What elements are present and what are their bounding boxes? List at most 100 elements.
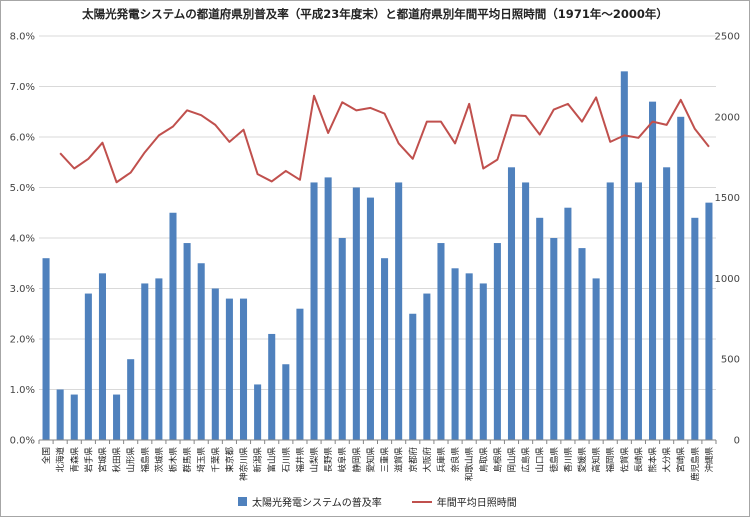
category-label: 群馬県 (182, 447, 193, 473)
bar (56, 389, 64, 440)
category-label: 高知県 (591, 447, 602, 473)
category-label: 福井県 (295, 447, 306, 473)
left-axis-tick-label: 3.0% (10, 284, 35, 295)
category-label: 青森県 (69, 447, 80, 473)
legend-item-line: 年間平均日照時間 (411, 494, 517, 509)
right-axis-tick-label: 1500 (715, 193, 740, 204)
bar (550, 238, 558, 440)
bar (409, 313, 417, 440)
bar (225, 298, 233, 440)
bar (366, 197, 374, 440)
left-axis-tick-label: 8.0% (10, 32, 35, 43)
bar (578, 248, 586, 440)
category-label: 沖縄県 (704, 447, 715, 473)
category-label: 静岡県 (351, 447, 362, 473)
category-label: 長野県 (324, 447, 334, 473)
line-series (59, 94, 710, 184)
category-label: 神奈川県 (239, 447, 250, 482)
category-label: 山口県 (535, 447, 546, 473)
category-label: 北海道 (55, 447, 66, 473)
bar (254, 384, 262, 440)
bar (395, 182, 403, 440)
category-label: 岡山県 (506, 447, 517, 473)
chart-title: 太陽光発電システムの都道府県別普及率（平成23年度末）と都道府県別年間平均日照時… (82, 7, 668, 21)
category-label: 香川県 (563, 447, 574, 473)
bar (127, 359, 135, 440)
category-label: 島根県 (492, 447, 503, 473)
bar (493, 243, 501, 440)
bar (169, 212, 177, 440)
left-axis-tick-label: 0.0% (10, 436, 35, 447)
bar-series (42, 71, 713, 441)
bar (691, 217, 699, 440)
bar (155, 278, 163, 440)
bar (663, 167, 671, 441)
bar (141, 283, 149, 440)
category-label: 全国 (41, 447, 52, 464)
bar (98, 273, 106, 440)
legend-line-swatch (411, 500, 432, 503)
category-label: 大分県 (662, 447, 673, 473)
bar (634, 182, 642, 440)
legend-line-label: 年間平均日照時間 (436, 498, 517, 509)
category-label: 徳島県 (549, 447, 560, 473)
category-label: 鹿児島県 (690, 447, 701, 482)
category-label: 佐賀県 (619, 447, 630, 473)
category-label: 新潟県 (253, 447, 264, 473)
category-label: 千葉県 (210, 447, 221, 473)
category-label: 岩手県 (83, 447, 94, 473)
bar (183, 243, 191, 440)
bar (479, 283, 487, 440)
bar (705, 202, 713, 440)
right-axis-tick-label: 1000 (715, 274, 740, 285)
right-axis-tick-label: 0 (734, 436, 740, 447)
category-label: 愛知県 (365, 447, 376, 473)
bar (522, 182, 530, 440)
bar (113, 394, 121, 440)
bar (296, 308, 304, 440)
right-axis-tick-label: 2000 (715, 112, 740, 123)
category-label: 秋田県 (112, 447, 123, 473)
category-label: 山形県 (126, 447, 137, 473)
bar (649, 101, 657, 441)
bar (239, 298, 248, 440)
category-label: 滋賀県 (394, 447, 405, 473)
category-label: 茨城県 (154, 447, 165, 473)
left-axis-tick-label: 2.0% (10, 335, 35, 346)
bar (282, 364, 290, 440)
category-label: 宮城県 (97, 447, 108, 473)
bar (437, 243, 445, 440)
left-axis-tick-label: 6.0% (10, 133, 35, 144)
category-labels: 全国 北海道 青森県 岩手県 宮城県 秋田県 山形県 福島県 茨城県 栃木県 群馬県 埼玉県 千葉県 東京… (41, 447, 715, 482)
bar (268, 333, 276, 440)
left-axis-tick-label: 1.0% (10, 385, 35, 396)
bar (606, 182, 614, 440)
right-axis-tick-labels: 0 500 1000 1500 2000 2500 (715, 32, 740, 447)
category-label: 大阪府 (422, 447, 433, 473)
bar (352, 187, 360, 440)
bar (324, 177, 332, 440)
bar (564, 207, 572, 440)
category-label: 広島県 (521, 447, 532, 473)
bar (620, 71, 628, 440)
bar (423, 293, 431, 440)
bar (338, 238, 346, 440)
bar (310, 182, 318, 440)
category-label: 三重県 (380, 447, 391, 473)
category-label: 和歌山県 (464, 447, 475, 482)
bar (70, 394, 78, 440)
category-label: 岐阜県 (337, 447, 348, 473)
category-label: 京都府 (408, 447, 419, 473)
category-label: 兵庫県 (436, 447, 447, 473)
right-axis-tick-label: 2500 (715, 32, 740, 43)
category-label: 東京都 (224, 447, 235, 473)
bar (536, 217, 544, 440)
left-axis-tick-label: 7.0% (10, 82, 35, 93)
left-axis-tick-labels: 0.0% 1.0% 2.0% 3.0% 4.0% 5.0% 6.0% 7.0% 8.0% (10, 32, 35, 447)
legend-bar-swatch (238, 497, 247, 506)
legend-bar-label: 太陽光発電システムの普及率 (252, 498, 382, 509)
gridlines (39, 35, 716, 441)
category-label: 富山県 (267, 447, 278, 473)
category-label: 福島県 (140, 447, 151, 473)
